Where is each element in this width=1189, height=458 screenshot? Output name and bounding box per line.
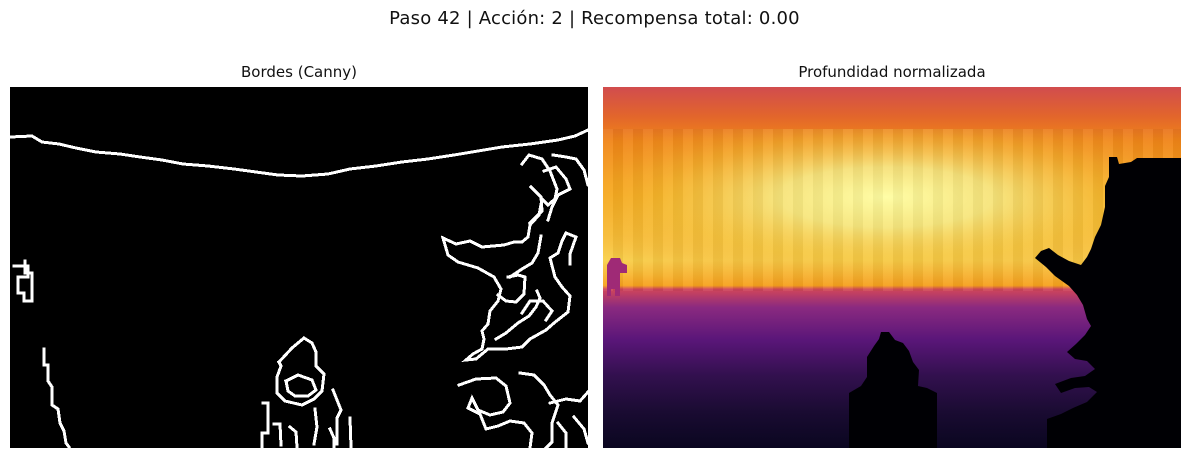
canny-edge-svg: [10, 87, 588, 448]
right-edge-lines: [440, 153, 588, 448]
canny-edge-image: [10, 87, 588, 448]
depth-left-small-object: [607, 258, 627, 296]
normalized-depth-svg: [603, 87, 1181, 448]
character-edge-outline: [260, 336, 353, 448]
diagonal-edge-line: [42, 347, 72, 448]
edges-panel-title: Bordes (Canny): [241, 63, 357, 81]
edge-background: [10, 87, 588, 448]
edges-panel: Bordes (Canny): [10, 61, 588, 450]
normalized-depth-image: [603, 87, 1181, 448]
figure-title: Paso 42 | Acción: 2 | Recompensa total: …: [389, 8, 800, 29]
horizon-edge-line: [10, 128, 588, 178]
depth-panel: Profundidad normalizada: [603, 61, 1181, 450]
depth-panel-title: Profundidad normalizada: [798, 63, 986, 81]
depth-center-foreground-object: [849, 332, 937, 448]
depth-right-foreground-object: [1035, 157, 1181, 448]
left-object-edge: [12, 259, 34, 303]
